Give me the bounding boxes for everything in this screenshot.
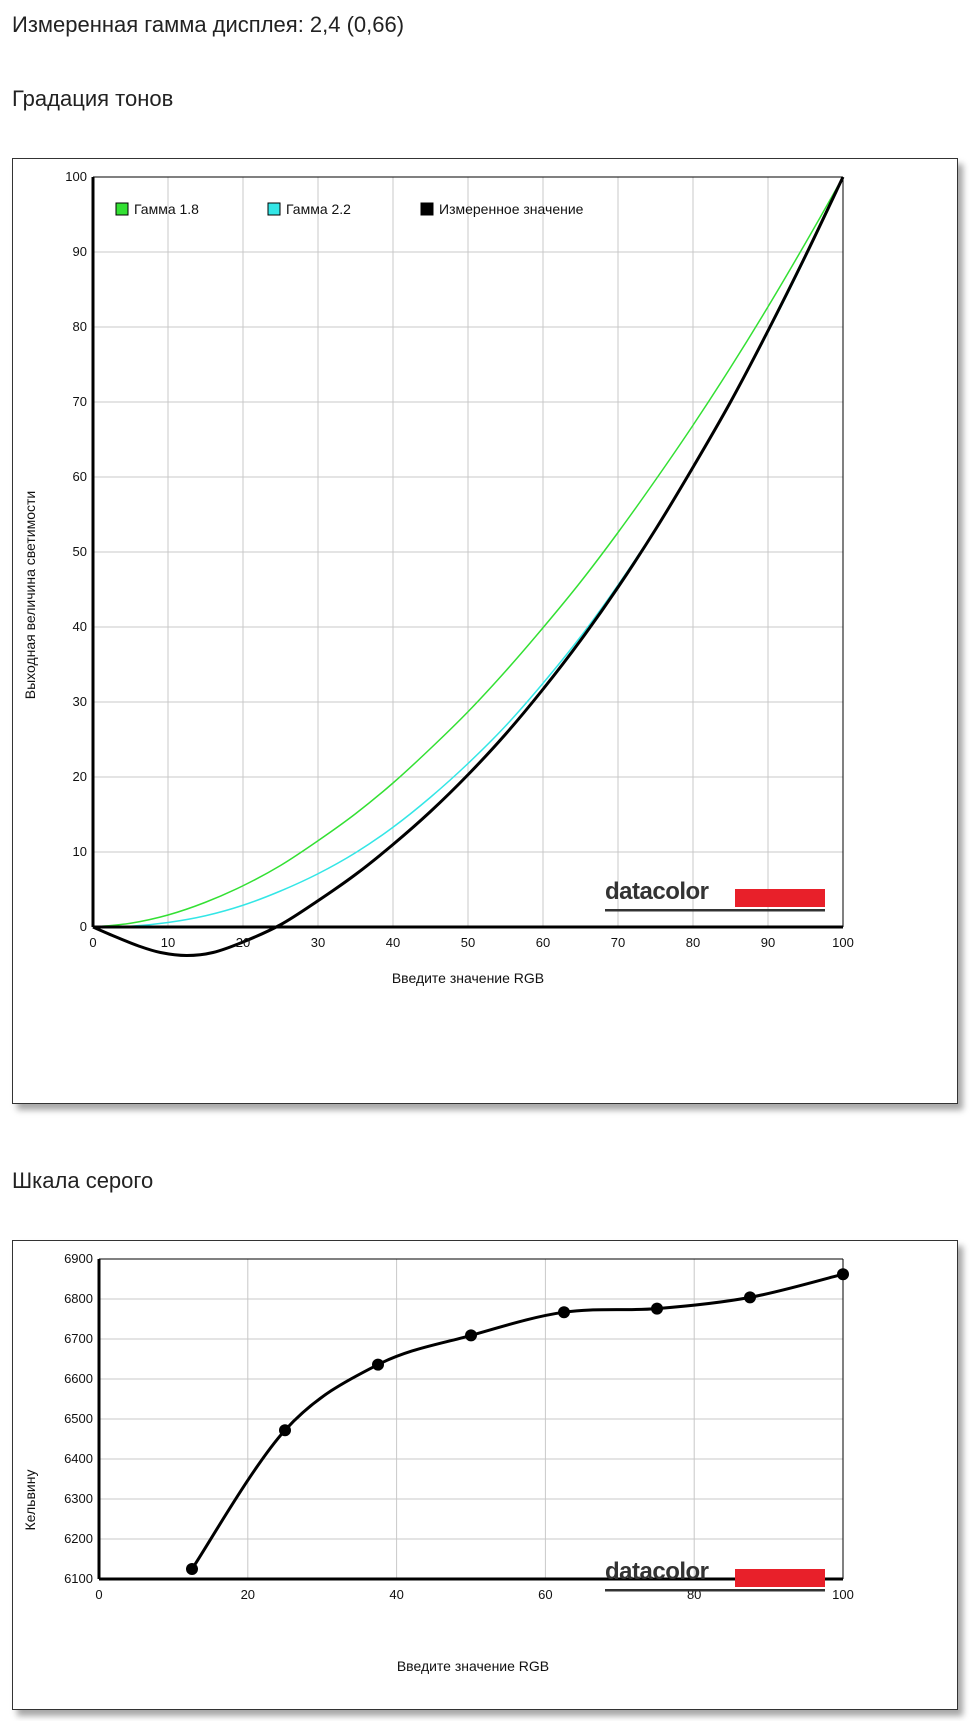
x-tick-label: 60 bbox=[538, 1587, 552, 1602]
y-tick-label: 50 bbox=[73, 544, 87, 559]
gray-axes: 0 20 40 60 80 1006100620063006400650066006700… bbox=[64, 1251, 854, 1602]
gray-series bbox=[186, 1268, 849, 1575]
x-tick-label: 80 bbox=[686, 935, 700, 950]
series-line-3 bbox=[92, 176, 845, 957]
datacolor-logo-text: datacolor bbox=[605, 1558, 709, 1585]
legend-swatch-2 bbox=[267, 202, 281, 216]
y-tick-label: 30 bbox=[73, 694, 87, 709]
gray-chart-svg: 0 20 40 60 80 1006100620063006400650066006700… bbox=[22, 1251, 854, 1674]
x-tick-label: 50 bbox=[461, 935, 475, 950]
x-tick-label: 20 bbox=[241, 1587, 255, 1602]
y-tick-label: 20 bbox=[73, 769, 87, 784]
x-tick-label: 40 bbox=[386, 935, 400, 950]
data-point bbox=[651, 1302, 663, 1315]
x-tick-label: 10 bbox=[161, 935, 175, 950]
y-tick-label: 70 bbox=[73, 394, 87, 409]
y-tick-label: 6800 bbox=[64, 1291, 93, 1306]
tone-series bbox=[92, 176, 845, 957]
tone-x-axis-label: Введите значение RGB bbox=[392, 970, 544, 986]
y-tick-label: 6600 bbox=[64, 1371, 93, 1386]
datacolor-logo-gray: datacolor bbox=[605, 1558, 825, 1592]
x-tick-label: 0 bbox=[95, 1587, 102, 1602]
data-point bbox=[279, 1424, 291, 1437]
y-tick-label: 6500 bbox=[64, 1411, 93, 1426]
datacolor-logo-underline bbox=[605, 909, 825, 912]
y-tick-label: 6100 bbox=[64, 1571, 93, 1586]
legend-swatch-3 bbox=[420, 202, 434, 216]
y-tick-label: 90 bbox=[73, 244, 87, 259]
data-point bbox=[465, 1329, 477, 1342]
data-point bbox=[558, 1306, 570, 1319]
datacolor-logo: datacolor bbox=[605, 878, 825, 912]
x-tick-label: 100 bbox=[832, 1587, 854, 1602]
gray-y-axis-label: Кельвину bbox=[22, 1470, 38, 1531]
y-tick-label: 6900 bbox=[64, 1251, 93, 1266]
datacolor-logo-red-bar bbox=[735, 1569, 825, 1587]
data-point bbox=[186, 1563, 198, 1575]
tone-gradation-chart: 0 10 20 30 40 50 60 70 80 90 100 0 10 20 30 40 50 60 70 80 9… bbox=[12, 158, 958, 1104]
legend-label-3: Измеренное значение bbox=[439, 201, 584, 217]
tone-axes: 0 10 20 30 40 50 60 70 80 90 100 0 10 20 30 40 50 60 70 80 9… bbox=[65, 169, 854, 950]
x-tick-label: 90 bbox=[761, 935, 775, 950]
tone-gradation-title: Градация тонов bbox=[12, 86, 174, 111]
gray-x-axis-label: Введите значение RGB bbox=[397, 1658, 549, 1674]
y-tick-label: 60 bbox=[73, 469, 87, 484]
y-tick-label: 40 bbox=[73, 619, 87, 634]
x-tick-label: 60 bbox=[536, 935, 550, 950]
gray-grid bbox=[98, 1258, 844, 1580]
y-tick-label: 6400 bbox=[64, 1451, 93, 1466]
y-tick-label: 6200 bbox=[64, 1531, 93, 1546]
x-tick-label: 70 bbox=[611, 935, 625, 950]
y-tick-label: 100 bbox=[65, 169, 87, 184]
x-tick-label: 20 bbox=[236, 935, 250, 950]
datacolor-logo-red-bar bbox=[735, 889, 825, 907]
gray-scale-chart: 0 20 40 60 80 100 6100 6200 6300 6400 6500 6600 6700… bbox=[12, 1240, 958, 1710]
gray-scale-title: Шкала серого bbox=[12, 1168, 154, 1193]
data-point bbox=[372, 1358, 384, 1371]
y-tick-label: 80 bbox=[73, 319, 87, 334]
x-tick-label: 40 bbox=[389, 1587, 403, 1602]
legend-label-1: Гамма 1.8 bbox=[134, 201, 199, 217]
y-tick-label: 0 bbox=[80, 919, 87, 934]
series-line-1 bbox=[92, 176, 844, 928]
tone-legend: Гамма 1.8 Гамма 2.2 Измеренное значение bbox=[115, 201, 584, 217]
y-tick-label: 6300 bbox=[64, 1491, 93, 1506]
datacolor-logo-underline bbox=[605, 1589, 825, 1592]
x-tick-label: 0 bbox=[89, 935, 96, 950]
tone-grid bbox=[92, 176, 844, 928]
y-tick-label: 6700 bbox=[64, 1331, 93, 1346]
legend-label-2: Гамма 2.2 bbox=[286, 201, 351, 217]
x-tick-label: 100 bbox=[832, 935, 854, 950]
tone-y-axis-label: Выходная величина светимости bbox=[22, 491, 38, 699]
data-point bbox=[744, 1291, 756, 1304]
measured-gamma-text: Измеренная гамма дисплея: 2,4 (0,66) bbox=[12, 12, 405, 37]
y-tick-label: 10 bbox=[73, 844, 87, 859]
series-line-1 bbox=[190, 1272, 844, 1570]
datacolor-logo-text: datacolor bbox=[605, 878, 709, 905]
legend-swatch-1 bbox=[115, 202, 129, 216]
x-tick-label: 30 bbox=[311, 935, 325, 950]
tone-chart-svg: 0 10 20 30 40 50 60 70 80 90 100 0 10 20 30 40 50 60 70 80 9… bbox=[22, 169, 854, 986]
